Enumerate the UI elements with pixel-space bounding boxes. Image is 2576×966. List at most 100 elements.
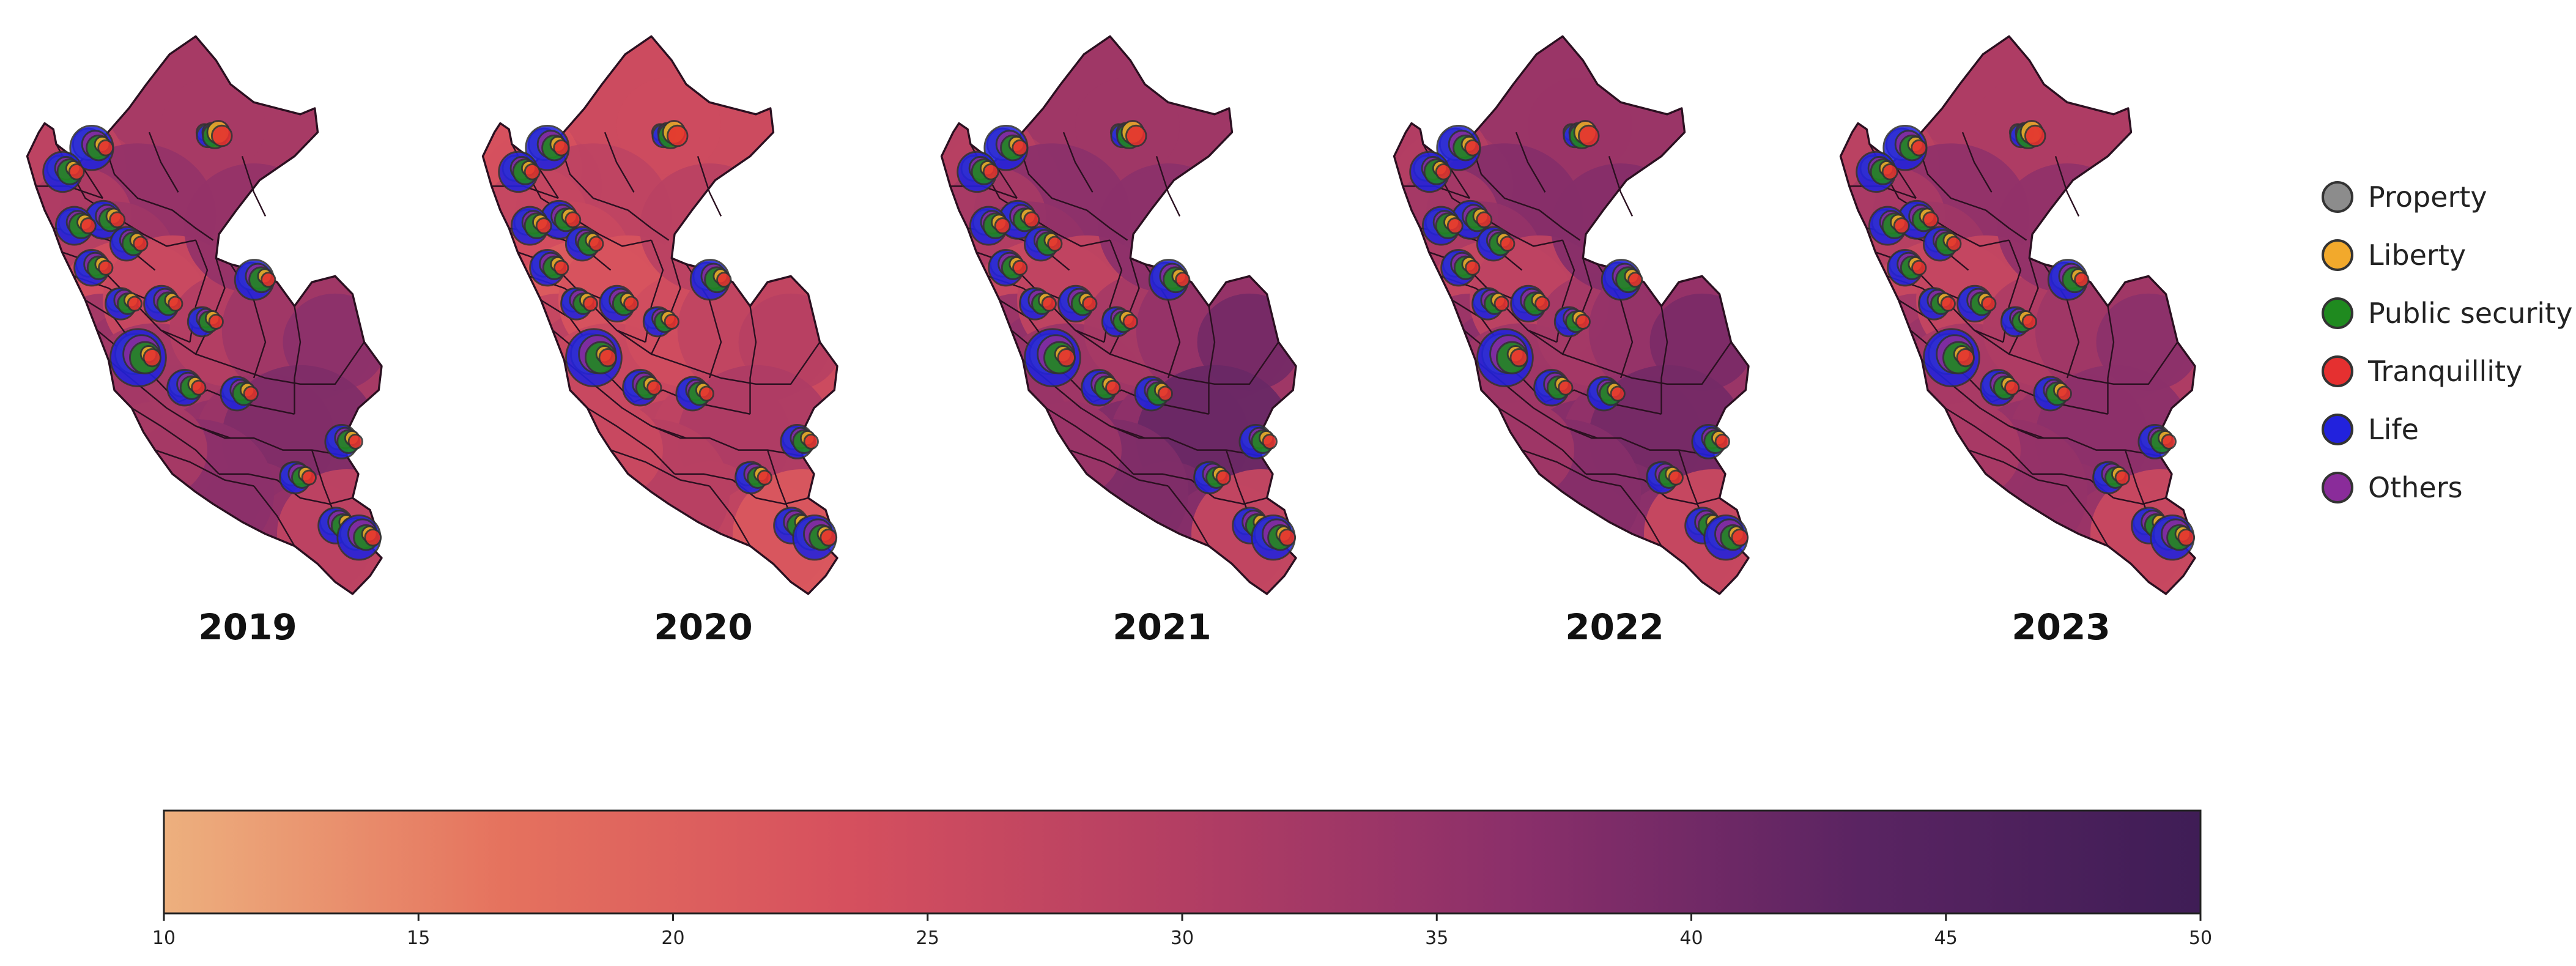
department-border [102,138,214,241]
crime-bubble-tranquillity [2074,272,2090,288]
legend-marker [2322,181,2353,213]
crime-bubble-tranquillity [698,385,714,402]
crime-bubble-tranquillity [666,124,689,147]
department-border [587,407,675,475]
crime-bubble-tranquillity [1082,295,1098,312]
crime-bubble-tranquillity [1215,469,1231,486]
crime-bubble-tranquillity [1435,163,1452,180]
crime-bubble-tranquillity [191,379,207,396]
crime-bubble-tranquillity [646,379,662,396]
department-border [1062,132,1094,193]
department-border [511,144,652,247]
department-border [1208,306,1216,414]
crime-bubble-tranquillity [1922,211,1939,229]
crime-bubble-tranquillity [80,217,97,234]
legend-label: Life [2368,413,2419,446]
crime-bubble-tranquillity [68,163,85,180]
department-border [2113,497,2166,505]
department-border [160,329,266,379]
department-border [1214,497,1267,505]
department-border [155,449,254,487]
crime-bubble-tranquillity [1881,163,1898,180]
crime-bubble-tranquillity [1041,295,1057,312]
department-border [1422,144,1563,247]
crime-bubble-tranquillity [1956,348,1975,368]
year-label: 2022 [1565,606,1664,648]
department-border [131,407,220,475]
department-border [294,306,302,414]
crime-bubble-tranquillity [1446,217,1464,234]
department-border [2107,306,2115,414]
crime-bubble-tranquillity [1893,217,1910,234]
department-border [709,485,751,547]
crime-bubble-tranquillity [1493,295,1509,312]
crime-bubble-tranquillity [1476,211,1493,229]
department-border [1968,449,2068,487]
crime-bubble-tranquillity [1534,295,1550,312]
colorbar-tick-label: 25 [916,927,939,949]
legend: Property Liberty Public security Tranquilli… [2322,180,2572,504]
department-border [265,341,365,385]
colorbar-gradient [163,809,2202,915]
legend-marker [2322,355,2353,387]
crime-bubble-tranquillity [1627,272,1643,288]
crime-bubble-tranquillity [109,211,126,229]
department-border [1468,138,1581,241]
crime-bubble-tranquillity [994,217,1011,234]
crime-bubble-tranquillity [2024,124,2046,147]
department-border [1944,407,2033,475]
crime-bubble-tranquillity [97,139,114,157]
department-border [1562,425,1714,457]
department-border [1069,449,1169,487]
department-border [195,425,347,457]
crime-bubble-tranquillity [133,236,149,252]
crime-bubble-tranquillity [208,313,224,330]
colorbar-ticks: 10 15 20 25 30 35 40 45 50 [152,913,2212,949]
department-border [300,497,353,505]
department-border [1515,132,1546,193]
colorbar-tick-label: 10 [152,927,176,949]
crime-bubble-tranquillity [1465,259,1481,276]
map-panel-2021 [940,35,1297,595]
colorbar-tick-label: 40 [1679,927,1703,949]
legend-marker [2322,414,2353,445]
legend-label: Liberty [2368,239,2466,272]
crime-bubble-tranquillity [210,124,233,147]
department-border [1667,497,1720,505]
department-border [1915,138,2027,241]
department-border [1155,156,1181,217]
department-border [2078,341,2178,385]
department-border [749,306,757,414]
crime-bubble-tranquillity [2056,385,2072,402]
crime-bubble-tranquillity [127,295,142,312]
crime-bubble-tranquillity [664,313,679,330]
crime-bubble-tranquillity [757,469,772,486]
department-border [1620,485,1662,547]
crime-bubble-tranquillity [2114,469,2130,486]
department-border [1498,407,1586,475]
department-border [720,341,821,385]
colorbar-tick-label: 20 [661,927,684,949]
crime-bubble-tranquillity [1262,433,1278,450]
crime-bubble-tranquillity [2161,433,2177,450]
crime-bubble-tranquillity [1105,379,1121,396]
legend-label: Tranquillity [2367,355,2522,388]
colorbar-tick-label: 30 [1171,927,1194,949]
crime-bubble-tranquillity [588,236,604,252]
crime-bubble-tranquillity [1012,259,1028,276]
department-border [2067,485,2109,547]
year-label: 2020 [654,606,752,648]
department-border [1075,329,1180,379]
crime-bubble-tranquillity [1558,379,1574,396]
map-panel-2019 [26,35,383,595]
department-border [1522,449,1621,487]
crime-bubble-tranquillity [1911,139,1928,157]
crime-bubble-tranquillity [1012,139,1029,157]
crime-bubble-tranquillity [820,528,838,547]
department-border [651,425,803,457]
legend-marker [2322,297,2353,329]
crime-bubble-tranquillity [803,433,819,450]
map-panel-2022 [1393,35,1750,595]
department-border [1527,329,1633,379]
